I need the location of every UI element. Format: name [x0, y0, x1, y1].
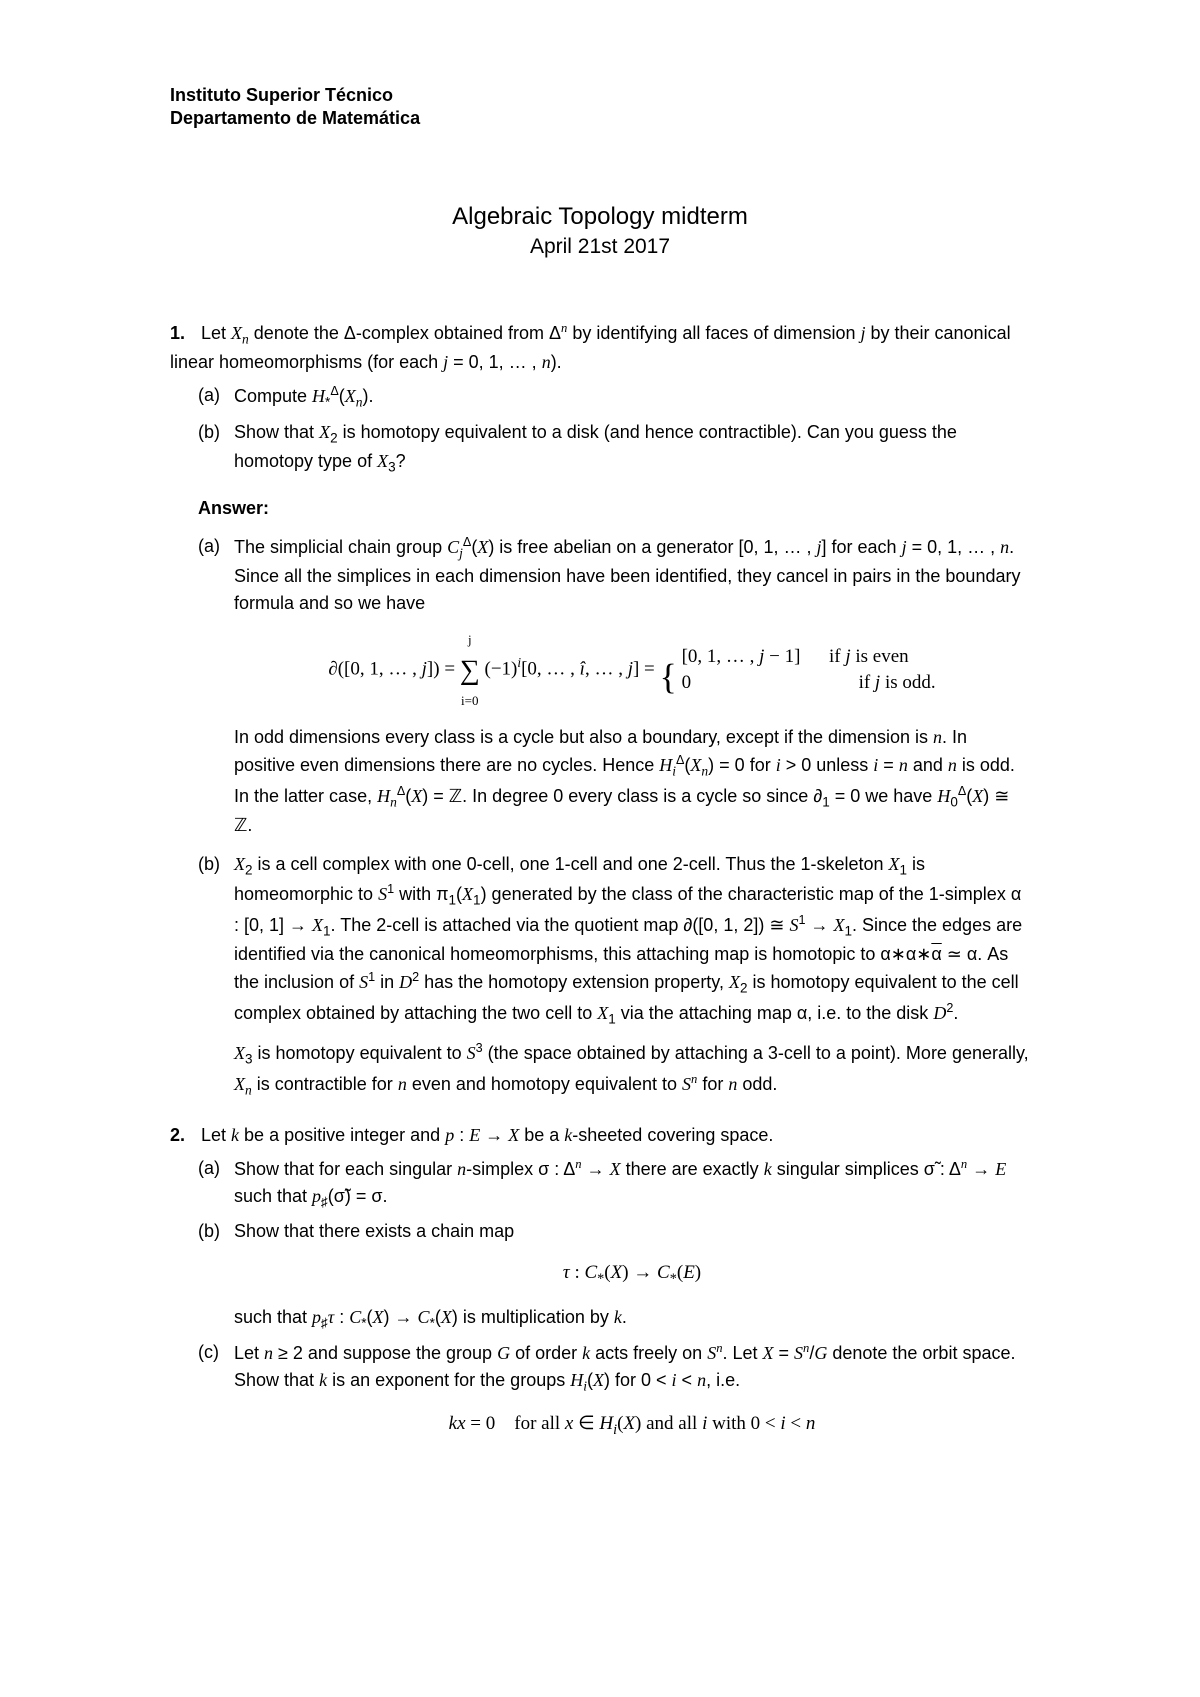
problem-number: 1. — [170, 320, 196, 347]
header-line-2: Departamento de Matemática — [170, 107, 1030, 130]
part-label: (a) — [198, 1155, 234, 1212]
problem-number: 2. — [170, 1122, 196, 1149]
problem-2c: (c) Let n ≥ 2 and suppose the group G of… — [198, 1339, 1030, 1455]
brace-icon: { — [660, 657, 677, 697]
problem-2a: (a) Show that for each singular n-simple… — [198, 1155, 1030, 1212]
part-text: Let n ≥ 2 and suppose the group G of ord… — [234, 1339, 1030, 1455]
part-text: Show that there exists a chain map τ : C… — [234, 1218, 1030, 1333]
answer-1a-para2: In odd dimensions every class is a cycle… — [234, 724, 1030, 838]
exam-title: Algebraic Topology midterm — [170, 203, 1030, 231]
sum-upper: j — [460, 630, 480, 649]
boundary-formula: ∂([0, 1, … , j]) = j ∑ i=0 (−1)i[0, … , … — [234, 630, 1030, 710]
problem-2: 2. Let k be a positive integer and p : E… — [170, 1122, 1030, 1455]
answer-1b-para2: X3 is homotopy equivalent to S3 (the spa… — [234, 1039, 1030, 1100]
kx-formula: kx = 0 for all x ∈ Hi(X) and all i with … — [234, 1410, 1030, 1441]
document-page: Instituto Superior Técnico Departamento … — [0, 0, 1200, 1535]
answer-text: X2 is a cell complex with one 0-cell, on… — [234, 851, 1030, 1101]
problem-intro: Let k be a positive integer and p : E → … — [201, 1125, 773, 1145]
header-line-1: Instituto Superior Técnico — [170, 84, 1030, 107]
problem-1a: (a) Compute H*Δ(Xn). — [198, 382, 1030, 413]
answer-text: The simplicial chain group CjΔ(X) is fre… — [234, 533, 1030, 839]
case-1-cond: if j is even — [829, 646, 909, 667]
sum-symbol: ∑ — [460, 655, 480, 686]
part-label: (c) — [198, 1339, 234, 1455]
part-label: (a) — [198, 382, 234, 413]
problem-1: 1. Let Xn denote the Δ-complex obtained … — [170, 319, 1030, 478]
problem-2b: (b) Show that there exists a chain map τ… — [198, 1218, 1030, 1333]
answer-heading: Answer: — [170, 498, 1030, 519]
answer-1a: (a) The simplicial chain group CjΔ(X) is… — [198, 533, 1030, 839]
part-label: (b) — [198, 1218, 234, 1333]
exam-date: April 21st 2017 — [170, 235, 1030, 259]
case-2-cond: if j is odd. — [859, 672, 936, 693]
part-label: (a) — [198, 533, 234, 839]
answer-1b: (b) X2 is a cell complex with one 0-cell… — [198, 851, 1030, 1101]
tau-formula: τ : C*(X) → C*(E) — [234, 1259, 1030, 1290]
part-text: Compute H*Δ(Xn). — [234, 382, 1030, 413]
problem-intro: Let Xn denote the Δ-complex obtained fro… — [170, 323, 1011, 373]
part-label: (b) — [198, 851, 234, 1101]
case-1-value: [0, 1, … , j − 1] — [682, 646, 801, 667]
part-text: Show that X2 is homotopy equivalent to a… — [234, 419, 1030, 478]
sum-lower: i=0 — [460, 691, 480, 710]
formula-lhs: ∂([0, 1, … , j]) = — [328, 659, 459, 680]
title-block: Algebraic Topology midterm April 21st 20… — [170, 203, 1030, 259]
problem-1b: (b) Show that X2 is homotopy equivalent … — [198, 419, 1030, 478]
institution-header: Instituto Superior Técnico Departamento … — [170, 84, 1030, 131]
part-text: Show that for each singular n-simplex σ … — [234, 1155, 1030, 1212]
case-2-value: 0 — [682, 672, 692, 693]
answer-block: (a) The simplicial chain group CjΔ(X) is… — [170, 533, 1030, 1101]
part-label: (b) — [198, 419, 234, 478]
